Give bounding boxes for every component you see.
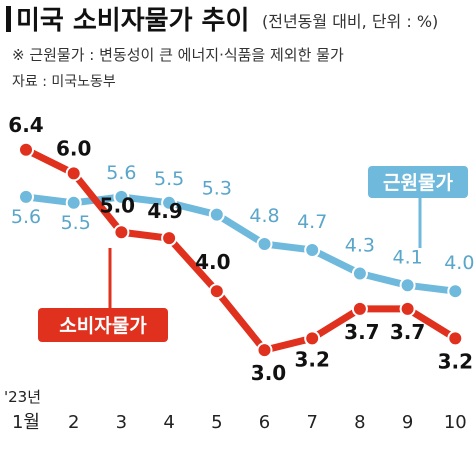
headline-cpi-point <box>351 300 368 317</box>
year-label: '23년 <box>4 388 41 406</box>
headline-cpi-point <box>113 224 130 241</box>
title-marker <box>6 6 11 32</box>
core-cpi-point <box>256 236 273 253</box>
core-cpi-data-label: 5.6 <box>106 162 136 184</box>
core-cpi-point <box>208 206 225 223</box>
headline-cpi-point <box>399 300 416 317</box>
core-cpi-point <box>65 194 82 211</box>
core-cpi-point <box>399 277 416 294</box>
headline-cpi-data-label: 5.0 <box>100 193 135 217</box>
x-tick-label: 1월 <box>12 412 40 433</box>
headline-cpi-data-label: 3.0 <box>251 361 286 385</box>
core-cpi-point <box>447 283 464 300</box>
x-tick-label: 6 <box>259 412 270 433</box>
chart-source: 자료 : 미국노동부 <box>12 74 116 90</box>
core-cpi-data-label: 5.5 <box>154 168 184 190</box>
x-tick-label: 10 <box>444 412 467 433</box>
headline-cpi-data-label: 6.4 <box>8 113 43 137</box>
core-cpi-data-label: 4.8 <box>249 205 279 227</box>
core-cpi-point <box>304 241 321 258</box>
headline-cpi-data-label: 4.9 <box>147 199 182 223</box>
x-tick-label: 5 <box>211 412 222 433</box>
headline-cpi-data-label: 3.7 <box>344 320 379 344</box>
headline-cpi-data-label: 3.7 <box>390 320 425 344</box>
headline-cpi-data-label: 4.0 <box>195 250 230 274</box>
core-cpi-data-label: 4.1 <box>392 246 422 268</box>
legend-core-label: 근원물가 <box>383 172 453 194</box>
headline-cpi-point <box>208 283 225 300</box>
core-cpi-point <box>18 188 34 205</box>
chart-note: ※ 근원물가 : 변동성이 큰 에너지·식품을 제외한 물가 <box>12 46 344 64</box>
core-cpi-point <box>351 265 368 282</box>
legend-headline: 소비자물가 <box>38 248 168 342</box>
headline-cpi-point <box>256 342 273 359</box>
core-cpi-point <box>161 194 178 211</box>
core-cpi-data-label: 4.7 <box>297 211 327 233</box>
headline-cpi-point <box>304 330 321 347</box>
core-cpi-data-label: 4.3 <box>345 235 375 257</box>
chart-subtitle: (전년동월 대비, 단위 : %) <box>262 12 438 31</box>
headline-cpi-line <box>22 146 459 354</box>
headline-cpi-point <box>65 165 82 182</box>
core-cpi-data-label: 5.5 <box>61 212 91 234</box>
legend-headline-box <box>38 308 168 342</box>
legend-headline-label: 소비자물가 <box>59 315 147 337</box>
headline-cpi-point <box>161 230 178 247</box>
chart-title: 미국 소비자물가 추이 <box>16 6 249 36</box>
x-tick-label: 2 <box>68 412 79 433</box>
headline-cpi-data-label: 3.2 <box>294 347 329 371</box>
x-tick-label: 8 <box>354 412 365 433</box>
legend-core-box <box>368 166 468 198</box>
core-cpi-data-label: 5.3 <box>202 178 232 200</box>
x-tick-label: 7 <box>306 412 317 433</box>
core-cpi-point <box>113 188 130 205</box>
x-tick-label: 9 <box>402 412 413 433</box>
headline-cpi-point <box>447 330 464 347</box>
headline-cpi-data-label: 6.0 <box>56 136 91 160</box>
headline-cpi-point <box>18 141 34 158</box>
legend-core: 근원물가 <box>368 166 468 248</box>
headline-cpi-data-label: 3.2 <box>438 349 473 373</box>
core-cpi-data-label: 5.6 <box>11 206 41 228</box>
core-cpi-data-label: 4.0 <box>444 252 474 274</box>
x-tick-label: 4 <box>163 412 174 433</box>
x-tick-label: 3 <box>116 412 127 433</box>
plot-area: 1월 2 3 4 5 6 7 8 9 10 5.6 5.5 5.6 5.5 5.3 4.8 4.7 4.3 4.1 4… <box>8 113 474 433</box>
